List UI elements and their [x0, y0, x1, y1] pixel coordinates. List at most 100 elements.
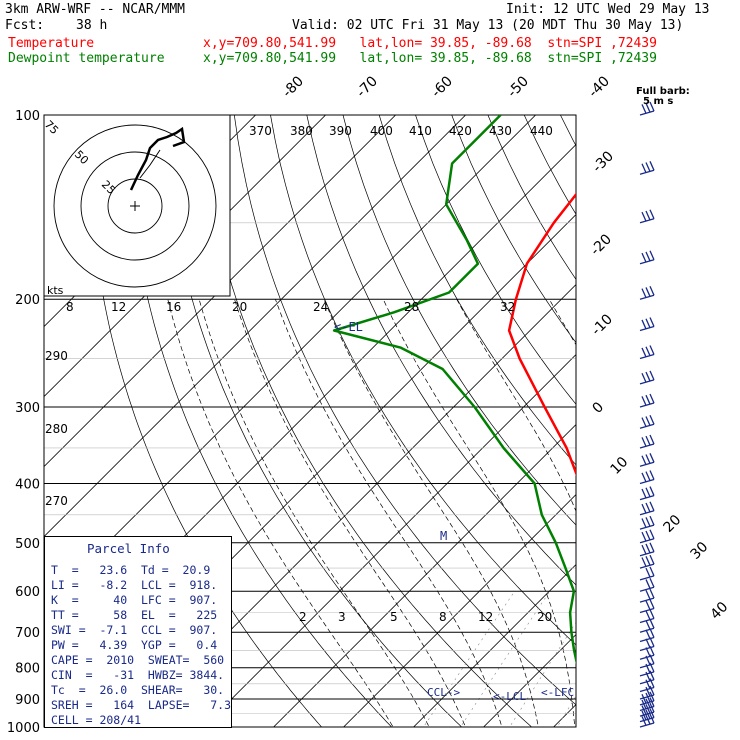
moist-adiabat: [275, 299, 503, 727]
wind-barb: [639, 250, 655, 265]
mixing-ratio-label: 20: [232, 300, 247, 314]
moist-adiabat: [234, 299, 466, 727]
sounding-traces: [332, 115, 576, 665]
mixing-ratio-label: 2: [299, 610, 307, 624]
mixing-ratio-label: 12: [478, 610, 493, 624]
plot-frame: [43, 114, 577, 728]
parcel-row: PW = 4.39 YGP = 0.4: [51, 638, 218, 652]
wind-barb: [639, 434, 655, 449]
mixing-ratio-label: 5: [390, 610, 398, 624]
pressure-tick-label: 400: [15, 477, 40, 492]
wind-barb: [639, 599, 655, 614]
dry-adiabat: [669, 115, 740, 740]
isotherm-label: -30: [590, 148, 617, 175]
pressure-tick-label: 600: [15, 585, 40, 600]
pressure-tick-label: 1000: [7, 721, 40, 736]
parcel-row: LI = -8.2 LCL = 918.: [51, 578, 218, 592]
forecast-label: Fcst:: [5, 18, 45, 33]
dewpoint-legend: Dewpoint temperature: [8, 51, 165, 66]
hodograph-trace-light: [139, 149, 161, 179]
wind-barb: [639, 345, 655, 360]
wind-barb: [639, 577, 655, 592]
mixing-ratio-label: 8: [66, 300, 74, 314]
hodograph-unit-label: kts: [47, 284, 64, 297]
moist-adiabat: [456, 299, 576, 512]
wind-barb: [639, 415, 655, 429]
dry-adiabat: [705, 115, 740, 740]
mixing-ratio-label: 12: [111, 300, 126, 314]
isotherm-line: [44, 115, 537, 608]
isotherm-line: [203, 354, 576, 727]
lfc-marker: <-LFC: [541, 686, 574, 699]
wind-barb: [639, 691, 655, 706]
isotherm-label: -40: [586, 73, 613, 100]
pressure-tick-label: 500: [15, 537, 40, 552]
parcel-row: CIN = -31 HWBZ= 3844.: [51, 668, 225, 682]
wind-barb: [639, 101, 655, 116]
isotherm-label: -60: [429, 73, 456, 100]
dry-adiabat: [415, 115, 576, 405]
theta-label: 430: [489, 124, 512, 138]
isotherm-label: -20: [588, 231, 615, 258]
moist-adiabat: [323, 299, 539, 727]
hodograph-ring: [80, 151, 190, 261]
pressure-tick-label: 300: [15, 401, 40, 416]
wind-barb: [639, 486, 655, 501]
temperature-trace: [507, 192, 576, 477]
dry-adiabat: [161, 115, 463, 727]
wind-barb: [639, 628, 655, 643]
parcel-row: SWI = -7.1 CCL = 907.: [51, 623, 218, 637]
wind-barb: [639, 566, 655, 581]
theta-label: 410: [409, 124, 432, 138]
dry-adiabat: [125, 115, 393, 727]
wind-barbs: [639, 101, 655, 728]
dry-adiabat: [270, 115, 576, 646]
pressure-tick-label: 900: [15, 693, 40, 708]
dry-adiabat: [597, 115, 740, 740]
theta-label: 390: [329, 124, 352, 138]
parcel-info-box: Parcel Info T = 23.6 Td = 20.9 LI = -8.2…: [44, 536, 232, 728]
model-title: 3km ARW-WRF -- NCAR/MMM: [5, 2, 186, 17]
wind-barb: [639, 609, 655, 624]
wind-barb: [639, 209, 655, 224]
wind-barb: [639, 618, 655, 633]
isotherm-label: -80: [280, 73, 307, 100]
mixing-ratio-label: 32: [500, 300, 515, 314]
isotherm-line: [44, 115, 397, 468]
wind-barb: [639, 515, 655, 530]
mixing-ratio-label: 8: [439, 610, 447, 624]
parcel-row: CELL = 208/41: [51, 713, 142, 727]
wind-barb: [639, 317, 655, 332]
pressure-tick-label: 700: [15, 626, 40, 641]
moist-adiabat: [382, 299, 576, 727]
theta-label: 420: [449, 124, 472, 138]
parcel-row: K = 40 LFC = 907.: [51, 593, 218, 607]
mixing-ratio-label: 24: [313, 300, 328, 314]
mixing-ratio-label: 3: [338, 610, 346, 624]
wind-barb: [639, 501, 655, 516]
mixing-ratio-label: 20: [537, 610, 552, 624]
isotherm-label: 20: [661, 512, 685, 536]
temperature-legend: Temperature: [8, 36, 95, 51]
barb-legend-value: 5 m s: [643, 96, 673, 107]
theta-label: 380: [290, 124, 313, 138]
forecast-hour: 38 h: [76, 18, 108, 33]
dry-adiabat: [342, 115, 576, 526]
isotherm-line: [483, 634, 576, 727]
pressure-tick-label: 100: [15, 109, 40, 124]
dewpoint-location: x,y=709.80,541.99 lat,lon= 39.85, -89.68…: [203, 51, 657, 66]
parcel-row: CAPE = 2010 SWEAT= 560: [51, 653, 225, 667]
isotherm-label: 10: [608, 454, 632, 478]
moist-adiabat: [198, 299, 430, 727]
dry-adiabat: [378, 115, 576, 466]
wind-barb: [639, 453, 655, 467]
wind-barb: [639, 161, 655, 175]
wind-barb: [639, 393, 655, 408]
lcl-marker: <-LCL: [493, 690, 526, 703]
theta-label: 270: [45, 494, 68, 508]
wind-barb: [639, 685, 655, 700]
mixing-ratio-line: [593, 591, 682, 740]
parcel-row: SREH = 164 LAPSE= 7.3: [51, 698, 232, 712]
theta-label: 280: [45, 422, 68, 436]
